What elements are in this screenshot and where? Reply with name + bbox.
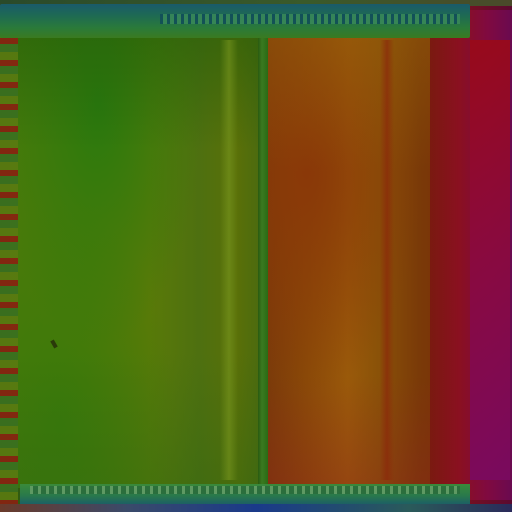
right-panel-vein (380, 40, 394, 480)
left-striped-edge (0, 30, 18, 512)
bottom-bar-ticks (30, 486, 460, 494)
bottom-band (0, 504, 512, 512)
left-panel-vein (220, 40, 238, 480)
center-divider (258, 30, 268, 492)
top-band (0, 0, 512, 6)
far-right-hot-zone (470, 40, 510, 480)
top-bar-ticks (160, 14, 460, 24)
